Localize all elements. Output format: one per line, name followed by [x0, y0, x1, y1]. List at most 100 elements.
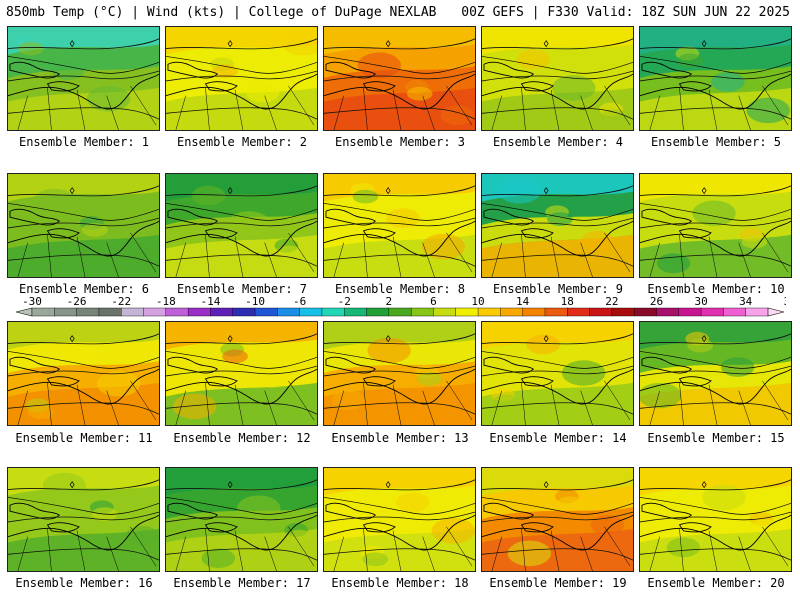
- great-lakes-outline: [9, 356, 80, 387]
- temperature-blob: [557, 496, 583, 511]
- state-borders: [17, 526, 157, 571]
- station-marker: [69, 187, 75, 195]
- temperature-band: [482, 339, 633, 374]
- panel-map: [482, 27, 633, 130]
- station-marker: [227, 40, 233, 48]
- state-borders: [491, 232, 631, 277]
- temperature-blob: [552, 75, 596, 101]
- height-contour: [324, 70, 475, 82]
- coastline: [166, 514, 317, 551]
- ensemble-member-panel: [7, 321, 160, 426]
- temperature-blob: [357, 52, 401, 79]
- colorbar-swatch: [410, 307, 434, 317]
- temperature-blob: [561, 360, 606, 386]
- us-canada-border: [8, 351, 159, 369]
- temperature-band: [482, 382, 633, 425]
- panel-map: [8, 468, 159, 571]
- ensemble-member-label: Ensemble Member: 5: [650, 135, 782, 149]
- panel-map: [324, 322, 475, 425]
- station-marker: [69, 40, 75, 48]
- great-lakes-outline: [9, 208, 80, 239]
- colorbar-tick-label: -30: [22, 296, 42, 308]
- colorbar-tick-label: -2: [338, 296, 351, 308]
- temperature-blob: [590, 515, 625, 535]
- colorbar-swatch: [700, 307, 724, 317]
- temperature-blob: [751, 519, 778, 533]
- state-borders: [649, 85, 789, 130]
- chart-title: 850mb Temp (°C) | Wind (kts) | College o…: [6, 5, 437, 20]
- temperature-band: [8, 361, 159, 397]
- temperature-blob: [406, 86, 433, 101]
- height-contour: [166, 333, 317, 345]
- colorbar-swatch: [121, 307, 144, 317]
- us-canada-border: [482, 203, 633, 221]
- state-borders: [175, 232, 315, 277]
- ensemble-member-panel: [323, 26, 476, 131]
- state-borders: [333, 526, 473, 571]
- temperature-blob: [440, 105, 475, 126]
- ensemble-member-label: Ensemble Member: 19: [489, 576, 627, 590]
- temperature-blob: [115, 241, 150, 262]
- coastline: [166, 220, 317, 257]
- us-canada-border: [166, 351, 317, 369]
- colorbar-swatch: [455, 307, 479, 317]
- colorbar-tick-label: -18: [156, 296, 176, 308]
- temperature-blob: [352, 189, 379, 204]
- panel-map: [482, 322, 633, 425]
- height-contour: [324, 333, 475, 345]
- height-contour: [640, 479, 791, 491]
- height-contour: [324, 217, 475, 229]
- temperature-blob: [640, 382, 682, 409]
- coastline: [324, 220, 475, 257]
- ensemble-member-panel: [481, 26, 634, 131]
- panel-map: [482, 468, 633, 571]
- great-lakes-outline: [641, 502, 712, 533]
- ensemble-member-panel: [481, 321, 634, 426]
- temperature-blob: [702, 484, 746, 511]
- height-contour: [640, 333, 791, 345]
- us-canada-border: [640, 351, 791, 369]
- height-contour: [482, 185, 633, 197]
- temperature-blob: [191, 185, 226, 206]
- coastline: [324, 368, 475, 405]
- temperature-band: [8, 528, 159, 571]
- station-marker: [385, 40, 391, 48]
- panel-map: [8, 174, 159, 277]
- temperature-blob: [692, 200, 736, 226]
- great-lakes-outline: [9, 61, 80, 92]
- temperature-blob: [237, 495, 281, 521]
- temperature-blob: [255, 368, 290, 388]
- colorbar-low-arrow: [15, 307, 33, 317]
- temperature-band: [166, 44, 317, 79]
- ensemble-member-panel: [639, 173, 792, 278]
- state-borders: [175, 526, 315, 571]
- coastline: [640, 368, 791, 405]
- ensemble-member-label: Ensemble Member: 20: [647, 576, 785, 590]
- colorbar-swatch: [187, 307, 211, 317]
- height-contour: [166, 511, 317, 523]
- station-marker: [701, 335, 707, 343]
- state-borders: [491, 380, 631, 425]
- temperature-band: [8, 44, 159, 79]
- panel-map: [324, 27, 475, 130]
- temperature-blob: [421, 233, 466, 260]
- us-canada-border: [324, 351, 475, 369]
- colorbar-swatch: [277, 307, 301, 317]
- colorbar-swatch: [522, 307, 546, 317]
- temperature-blob: [286, 529, 313, 544]
- temperature-colorbar: -30-26-22-18-14-10-6-2261014182226303438…: [15, 296, 786, 317]
- coastline: [482, 220, 633, 257]
- colorbar-swatch: [344, 307, 367, 317]
- panel-map: [166, 174, 317, 277]
- temperature-band: [8, 66, 159, 102]
- great-lakes-outline: [641, 356, 712, 387]
- height-contour: [324, 511, 475, 523]
- temperature-blob: [82, 223, 108, 237]
- coastline: [166, 73, 317, 110]
- great-lakes-outline: [325, 356, 396, 387]
- colorbar-tick-label: 26: [650, 296, 663, 308]
- state-borders: [175, 380, 315, 425]
- colorbar-swatch: [321, 307, 345, 317]
- temperature-blob: [666, 537, 701, 558]
- temperature-blob: [516, 49, 551, 70]
